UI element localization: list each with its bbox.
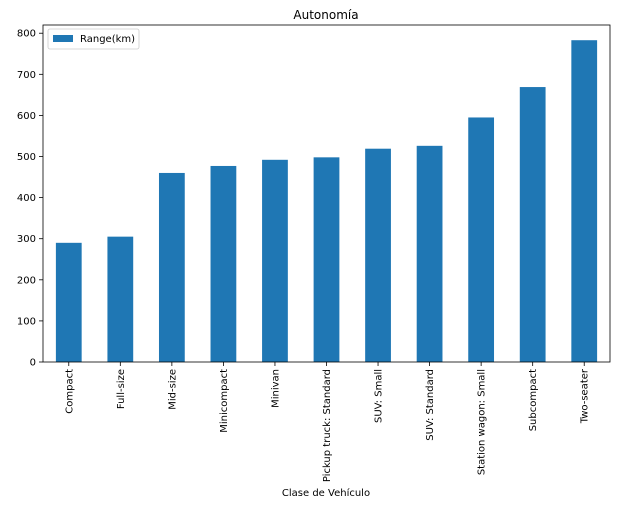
- bars-group: [55, 40, 598, 363]
- x-tick-label: Mid-size: [167, 369, 178, 410]
- y-tick-label: 600: [17, 111, 36, 122]
- bar-compact: [55, 242, 82, 362]
- y-tick-label: 800: [17, 29, 36, 40]
- bar-full-size: [107, 236, 134, 362]
- x-tick-label: Pickup truck: Standard: [322, 369, 333, 482]
- x-tick-label: Two-seater: [580, 368, 591, 424]
- y-tick-label: 100: [17, 316, 36, 327]
- legend-swatch: [53, 35, 73, 42]
- x-tick-label: Subcompact: [528, 369, 539, 431]
- x-tick-label: SUV: Standard: [425, 369, 436, 441]
- bar-suv-small: [365, 148, 391, 362]
- bar-mid-size: [158, 172, 185, 362]
- bar-station-wagon-small: [468, 117, 495, 362]
- bar-suv-standard: [416, 145, 443, 362]
- x-tick-label: Compact: [64, 369, 75, 414]
- x-axis-label: Clase de Vehículo: [282, 487, 370, 499]
- x-tick-label: Minicompact: [219, 369, 230, 433]
- plot-frame: [42, 24, 611, 363]
- y-tick-label: 300: [17, 234, 36, 245]
- legend: Range(km): [47, 28, 140, 50]
- bar-minicompact: [210, 165, 237, 362]
- x-tick-label: Full-size: [116, 369, 127, 409]
- x-tick-label: SUV: Small: [374, 369, 385, 423]
- y-tick-label: 500: [17, 152, 36, 163]
- legend-label: Range(km): [80, 34, 135, 45]
- x-tick-label: Station wagon: Small: [477, 369, 488, 475]
- y-tick-label: 0: [30, 358, 36, 369]
- bar-minivan: [262, 159, 288, 362]
- chart-title: Autonomía: [293, 8, 358, 22]
- legend-frame: [47, 28, 140, 50]
- y-tick-label: 200: [17, 275, 36, 286]
- y-axis: 0 100 200 300 400 500 600 700 800: [17, 29, 43, 369]
- x-tick-label: Minivan: [270, 369, 281, 408]
- bar-subcompact: [519, 87, 546, 363]
- bar-two-seater: [571, 40, 598, 363]
- x-axis: Compact Full-size Mid-size Minicompact Miniv…: [64, 362, 591, 482]
- y-tick-label: 700: [17, 70, 36, 81]
- bar-pickup-truck-standard: [313, 157, 340, 362]
- y-tick-label: 400: [17, 193, 36, 204]
